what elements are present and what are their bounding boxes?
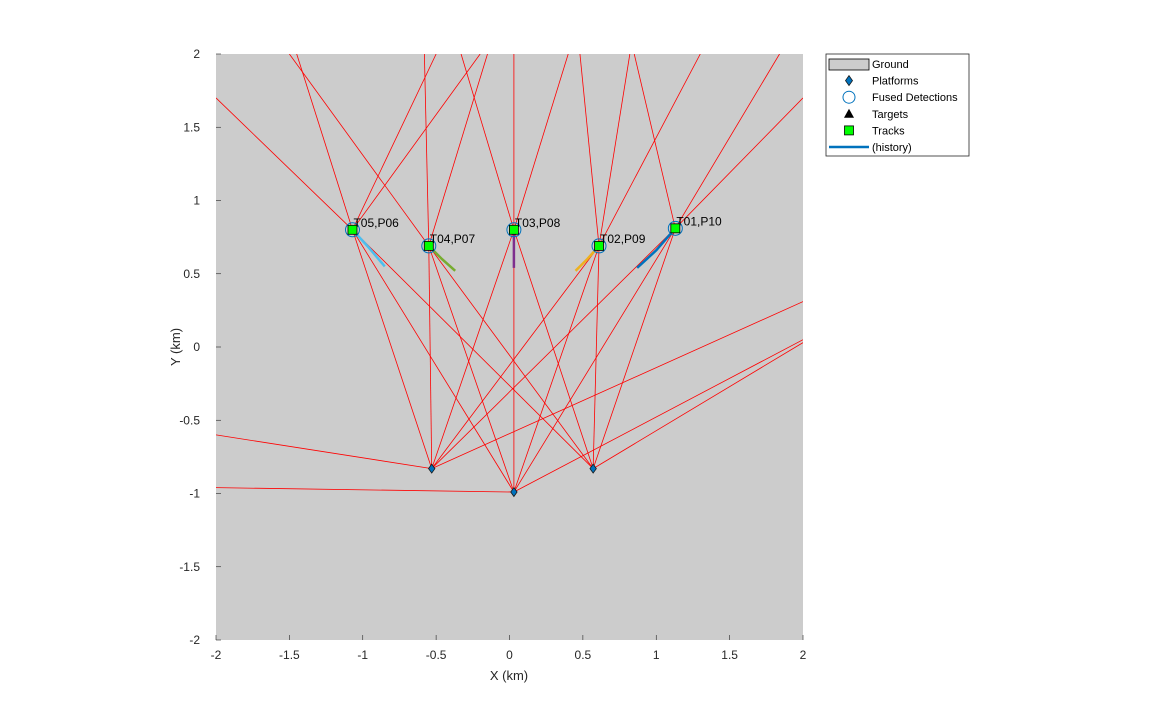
beam-line [216,487,514,493]
legend-label: Tracks [872,125,905,137]
beam-line [289,54,430,247]
beam-line [675,97,803,229]
beam-line [513,228,676,493]
y-tick-label: 1 [193,194,200,208]
beam-line [592,342,803,469]
legend-label: (history) [872,142,912,154]
beam-line [428,245,433,469]
tracks: T01,P10 T02,P09 T03,P08 T04,P07 T05,P06 [344,214,722,254]
beam-line [598,54,701,247]
x-tick-label: 0.5 [575,648,592,662]
x-tick-label: 1 [653,648,660,662]
fused-detection-marker [667,220,683,236]
beam-line [513,229,594,469]
legend-label: Platforms [872,76,919,88]
x-tick-label: -2 [211,648,222,662]
beam-line [513,245,600,493]
beam-line [352,54,481,231]
ground-area [216,54,803,640]
fused-detection-marker [591,238,607,254]
x-tick-label: 2 [800,648,807,662]
track-marker [670,223,681,234]
legend-label: Ground [872,59,909,71]
beam-line [352,229,594,469]
fused-detection-marker [344,222,360,238]
fused-detection-marker [421,238,437,254]
track-marker [594,241,604,251]
x-tick-label: -1 [357,648,368,662]
beam-line [431,301,803,469]
x-tick-label: -0.5 [426,648,447,662]
beam-line [352,229,433,469]
beam-line [296,54,353,230]
beam-line [428,245,515,493]
y-tick-label: -0.5 [179,413,200,427]
track-marker [347,224,358,235]
beam-line [513,54,569,230]
y-tick-label: 0.5 [183,267,200,281]
platforms [428,463,597,498]
x-tick-label: 1.5 [721,648,738,662]
track-marker [509,224,519,235]
legend-target-icon [844,108,854,118]
track-label: T04,P07 [430,232,476,246]
legend-ground-swatch [828,58,870,71]
beam-line [428,54,488,247]
track-label: T02,P09 [600,232,646,246]
track-label: T03,P08 [515,216,561,230]
legend-fused-detection-icon [842,90,856,104]
y-tick-label: -1.5 [179,560,200,574]
beam-line [674,54,780,229]
beam-line [460,54,515,230]
track-label: T05,P06 [353,216,399,230]
x-tick-label: 0 [506,648,513,662]
platform-marker [428,463,436,474]
beam-line [352,229,515,493]
beam-line [216,97,353,231]
sensor-beams [216,54,803,493]
x-axis-label: X (km) [490,668,528,683]
track-label: T01,P10 [676,214,722,228]
beam-line [592,228,676,469]
legend-track-icon [844,125,854,136]
beam-line [513,339,803,493]
y-tick-label: 1.5 [183,120,200,134]
track-marker [423,241,434,251]
track-history-line [351,228,386,268]
x-axis-ticks: -2 -1.5 -1 -0.5 0 0.5 1 1.5 2 [211,635,807,662]
beam-line [592,245,600,469]
track-history-line [636,227,677,269]
y-tick-label: 2 [193,47,200,61]
fused-detection-marker [506,222,522,238]
y-tick-label: -1 [189,487,200,501]
legend-label: Targets [872,109,909,121]
platform-marker [589,463,597,474]
y-tick-label: -2 [189,633,200,647]
legend-label: Fused Detections [872,92,958,104]
beam-line [216,434,432,469]
x-tick-label: -1.5 [279,648,300,662]
y-axis-ticks: -2 -1.5 -1 -0.5 0 0.5 1 1.5 2 [179,47,221,647]
y-tick-label: 0 [193,340,200,354]
platform-marker [510,486,518,498]
legend-box [825,53,970,157]
beam-line [431,245,600,469]
beam-line [579,54,600,246]
beam-line [428,245,594,469]
legend: Ground Platforms Fused Detections Targets Tr… [825,53,970,157]
y-axis-label: Y (km) [168,328,183,366]
legend-platform-icon [845,74,853,87]
beam-line [423,54,430,246]
beam-line [633,54,676,229]
beam-line [598,54,631,246]
beam-line [352,54,437,230]
